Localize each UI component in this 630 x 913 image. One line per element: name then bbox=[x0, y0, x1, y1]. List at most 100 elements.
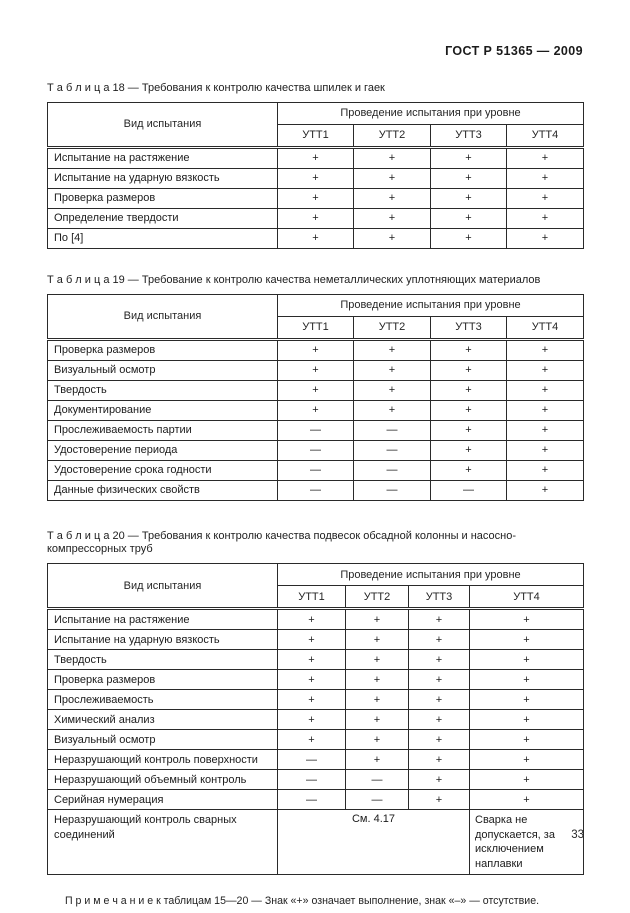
level-value-cell: + bbox=[345, 649, 409, 670]
level-value-cell: + bbox=[277, 729, 346, 750]
test-type-cell: Проверка размеров bbox=[47, 669, 278, 690]
test-type-cell: Твердость bbox=[47, 649, 278, 670]
level-span-header: Проведение испытания при уровне bbox=[277, 293, 584, 317]
level-value-cell: + bbox=[430, 379, 507, 401]
level-value-cell: + bbox=[469, 689, 584, 710]
test-type-cell: Неразрушающий объемный контроль bbox=[47, 769, 278, 790]
table-20: Вид испытания Проведение испытания при у… bbox=[47, 563, 584, 876]
level-value-cell: + bbox=[506, 187, 584, 209]
level-value-cell: + bbox=[506, 459, 584, 481]
level-value-cell: + bbox=[277, 629, 346, 650]
level-value-cell: + bbox=[277, 689, 346, 710]
level-value-cell: + bbox=[506, 146, 584, 169]
level-value-cell: + bbox=[345, 669, 409, 690]
level-value-cell: + bbox=[469, 729, 584, 750]
level-value-cell: + bbox=[277, 379, 354, 401]
level-value-cell: + bbox=[277, 399, 354, 421]
level-value-cell: + bbox=[353, 146, 431, 169]
level-value-cell: + bbox=[408, 629, 470, 650]
level-value-cell: + bbox=[408, 649, 470, 670]
table-row: Неразрушающий контроль поверхности — + + + bbox=[47, 749, 584, 770]
table-18-caption: Т а б л и ц а 18 — Требования к контролю… bbox=[47, 82, 385, 94]
table-row: Определение твердости + + + + bbox=[47, 207, 584, 229]
merged-reference-cell: См. 4.17 bbox=[277, 808, 470, 876]
table-row: Твердость + + + + bbox=[47, 649, 584, 670]
level-value-cell: — bbox=[345, 769, 409, 790]
level-value-cell: + bbox=[506, 338, 584, 361]
table-20-body: Испытание на растяжение + + + + Испытание на … bbox=[47, 608, 584, 876]
level-value-cell: + bbox=[353, 399, 431, 421]
level-value-cell: + bbox=[506, 167, 584, 189]
level-header: УТТ2 bbox=[353, 123, 431, 149]
level-value-cell: + bbox=[345, 629, 409, 650]
level-value-cell: + bbox=[277, 709, 346, 730]
table-19-caption: Т а б л и ц а 19 — Требование к контролю… bbox=[47, 273, 541, 286]
level-value-cell: + bbox=[430, 399, 507, 421]
table-18-body: Испытание на растяжение + + + + Испытание на … bbox=[47, 146, 584, 249]
level-value-cell: + bbox=[277, 146, 354, 169]
level-value-cell: + bbox=[430, 419, 507, 441]
level-value-cell: + bbox=[353, 167, 431, 189]
table-18: Вид испытания Проведение испытания при у… bbox=[47, 101, 584, 249]
table-row: Данные физических свойств — — — + bbox=[47, 479, 584, 501]
test-type-cell: Прослеживаемость bbox=[47, 689, 278, 710]
table-row: Документирование + + + + bbox=[47, 399, 584, 421]
level-value-cell: + bbox=[469, 789, 584, 810]
level-value-cell: + bbox=[506, 399, 584, 421]
table-20-caption: Т а б л и ц а 20 — Требования к контролю… bbox=[47, 529, 517, 556]
test-type-header: Вид испытания bbox=[47, 563, 278, 610]
level-value-cell: + bbox=[277, 167, 354, 189]
table-row: Неразрушающий объемный контроль — — + + bbox=[47, 769, 584, 790]
level-value-cell: — bbox=[277, 769, 346, 790]
test-type-cell: Прослеживаемость партии bbox=[47, 419, 278, 441]
level-value-cell: + bbox=[353, 359, 431, 381]
level-header: УТТ4 bbox=[469, 585, 584, 610]
level-header: УТТ1 bbox=[277, 123, 354, 149]
level-value-cell: + bbox=[408, 749, 470, 770]
level-value-cell: — bbox=[353, 419, 431, 441]
level-header: УТТ3 bbox=[430, 315, 507, 341]
level-value-cell: + bbox=[353, 379, 431, 401]
level-value-cell: — bbox=[277, 439, 354, 461]
test-type-cell: Проверка размеров bbox=[47, 187, 278, 209]
level-value-cell: + bbox=[469, 629, 584, 650]
level-value-cell: + bbox=[506, 439, 584, 461]
test-type-cell: Визуальный осмотр bbox=[47, 359, 278, 381]
level-value-cell: + bbox=[430, 359, 507, 381]
table-row: Удостоверение периода — — + + bbox=[47, 439, 584, 461]
level-header: УТТ3 bbox=[408, 585, 470, 610]
test-type-header: Вид испытания bbox=[47, 101, 278, 149]
page-number: 33 bbox=[571, 829, 584, 841]
table-row: Испытание на растяжение + + + + bbox=[47, 608, 584, 630]
table-19: Вид испытания Проведение испытания при у… bbox=[47, 293, 584, 501]
tables-note: П р и м е ч а н и е к таблицам 15—20 — З… bbox=[65, 895, 540, 908]
level-value-cell: — bbox=[353, 439, 431, 461]
level-value-cell: + bbox=[277, 669, 346, 690]
level-header: УТТ3 bbox=[430, 123, 507, 149]
level-value-cell: + bbox=[408, 729, 470, 750]
level-value-cell: + bbox=[506, 359, 584, 381]
table-row: Прослеживаемость партии — — + + bbox=[47, 419, 584, 441]
table-row: По [4] + + + + bbox=[47, 227, 584, 249]
table-row: Серийная нумерация — — + + bbox=[47, 789, 584, 810]
document-code: ГОСТ Р 51365 — 2009 bbox=[445, 44, 583, 58]
test-type-cell: По [4] bbox=[47, 227, 278, 249]
test-type-cell: Удостоверение срока годности bbox=[47, 459, 278, 481]
level-value-cell: + bbox=[430, 439, 507, 461]
level-value-cell: + bbox=[506, 479, 584, 501]
table-row: Визуальный осмотр + + + + bbox=[47, 729, 584, 750]
test-type-cell: Удостоверение периода bbox=[47, 439, 278, 461]
level-value-cell: + bbox=[277, 338, 354, 361]
level-value-cell: + bbox=[277, 649, 346, 670]
level-header: УТТ1 bbox=[277, 585, 346, 610]
test-type-cell: Неразрушающий контроль сварных соединени… bbox=[47, 808, 278, 876]
level-value-cell: + bbox=[345, 689, 409, 710]
test-type-cell: Данные физических свойств bbox=[47, 479, 278, 501]
test-type-cell: Серийная нумерация bbox=[47, 789, 278, 810]
table-row: Твердость + + + + bbox=[47, 379, 584, 401]
test-type-cell: Визуальный осмотр bbox=[47, 729, 278, 750]
table-18-header: Вид испытания Проведение испытания при у… bbox=[47, 101, 584, 149]
level-header: УТТ1 bbox=[277, 315, 354, 341]
level-value-cell: + bbox=[353, 338, 431, 361]
